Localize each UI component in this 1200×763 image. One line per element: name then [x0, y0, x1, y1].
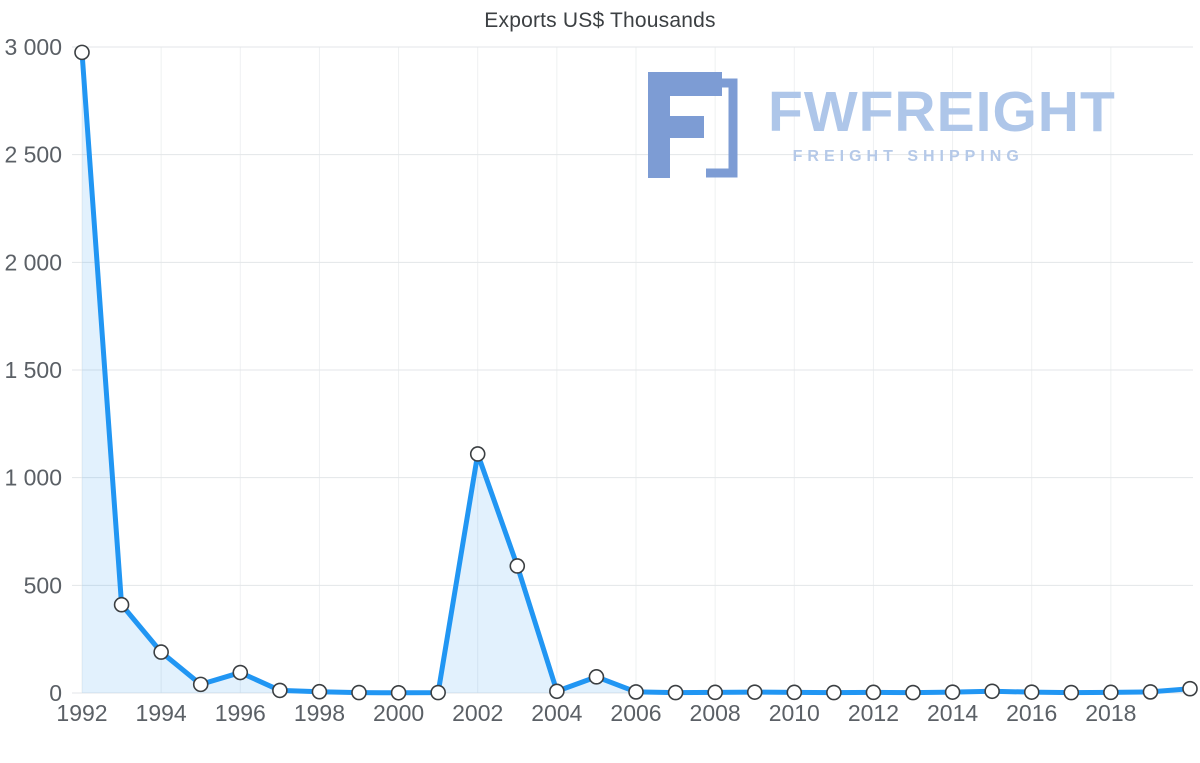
data-point-2012[interactable] — [865, 684, 882, 701]
data-point-2004[interactable] — [549, 683, 565, 700]
data-point-2016[interactable] — [1023, 684, 1040, 700]
data-point-1993[interactable] — [113, 596, 130, 613]
data-point-2019[interactable] — [1142, 684, 1159, 700]
data-point-2013[interactable] — [905, 684, 921, 701]
x-tick-label: 2010 — [769, 700, 820, 726]
chart-title: Exports US$ Thousands — [484, 9, 716, 32]
data-point-2003[interactable] — [509, 558, 526, 574]
data-point-2017[interactable] — [1063, 684, 1080, 701]
y-tick-label: 3 000 — [4, 34, 62, 60]
x-tick-label: 2004 — [531, 700, 582, 726]
x-tick-label: 2000 — [373, 700, 424, 726]
data-point-2011[interactable] — [826, 684, 842, 701]
data-point-1997[interactable] — [272, 682, 288, 699]
data-point-2002[interactable] — [469, 446, 486, 462]
data-point-2005[interactable] — [588, 669, 605, 685]
y-tick-label: 2 000 — [4, 249, 62, 275]
data-point-1998[interactable] — [311, 683, 328, 700]
data-point-1995[interactable] — [192, 676, 209, 693]
y-tick-label: 2 500 — [4, 142, 62, 168]
x-tick-label: 2016 — [1006, 700, 1057, 726]
data-point-2008[interactable] — [707, 684, 723, 701]
x-tick-label: 2014 — [927, 700, 978, 726]
data-point-2007[interactable] — [667, 684, 684, 701]
data-point-2018[interactable] — [1103, 684, 1119, 701]
x-tick-label: 2008 — [690, 700, 741, 726]
data-point-2001[interactable] — [430, 684, 446, 701]
data-point-1996[interactable] — [232, 664, 249, 681]
y-tick-label: 0 — [49, 680, 62, 706]
x-tick-label: 2002 — [452, 700, 503, 726]
y-tick-label: 1 000 — [4, 465, 62, 491]
x-tick-label: 1996 — [215, 700, 266, 726]
data-point-2010[interactable] — [786, 684, 803, 701]
x-tick-label: 1998 — [294, 700, 345, 726]
data-point-2006[interactable] — [628, 684, 644, 700]
x-tick-label: 2018 — [1085, 700, 1136, 726]
x-tick-label: 1992 — [56, 700, 107, 726]
data-point-2009[interactable] — [746, 684, 763, 700]
x-tick-label: 2012 — [848, 700, 899, 726]
data-point-1999[interactable] — [351, 684, 367, 701]
data-point-2014[interactable] — [944, 684, 961, 700]
data-point-2020[interactable] — [1182, 680, 1198, 697]
data-point-2000[interactable] — [390, 684, 407, 701]
data-point-2015[interactable] — [984, 683, 1000, 700]
x-tick-label: 2006 — [610, 700, 661, 726]
y-tick-label: 1 500 — [4, 357, 62, 383]
y-tick-label: 500 — [24, 572, 62, 598]
data-point-1994[interactable] — [153, 644, 169, 660]
data-point-1992[interactable] — [74, 44, 90, 61]
x-tick-label: 1994 — [136, 700, 187, 726]
